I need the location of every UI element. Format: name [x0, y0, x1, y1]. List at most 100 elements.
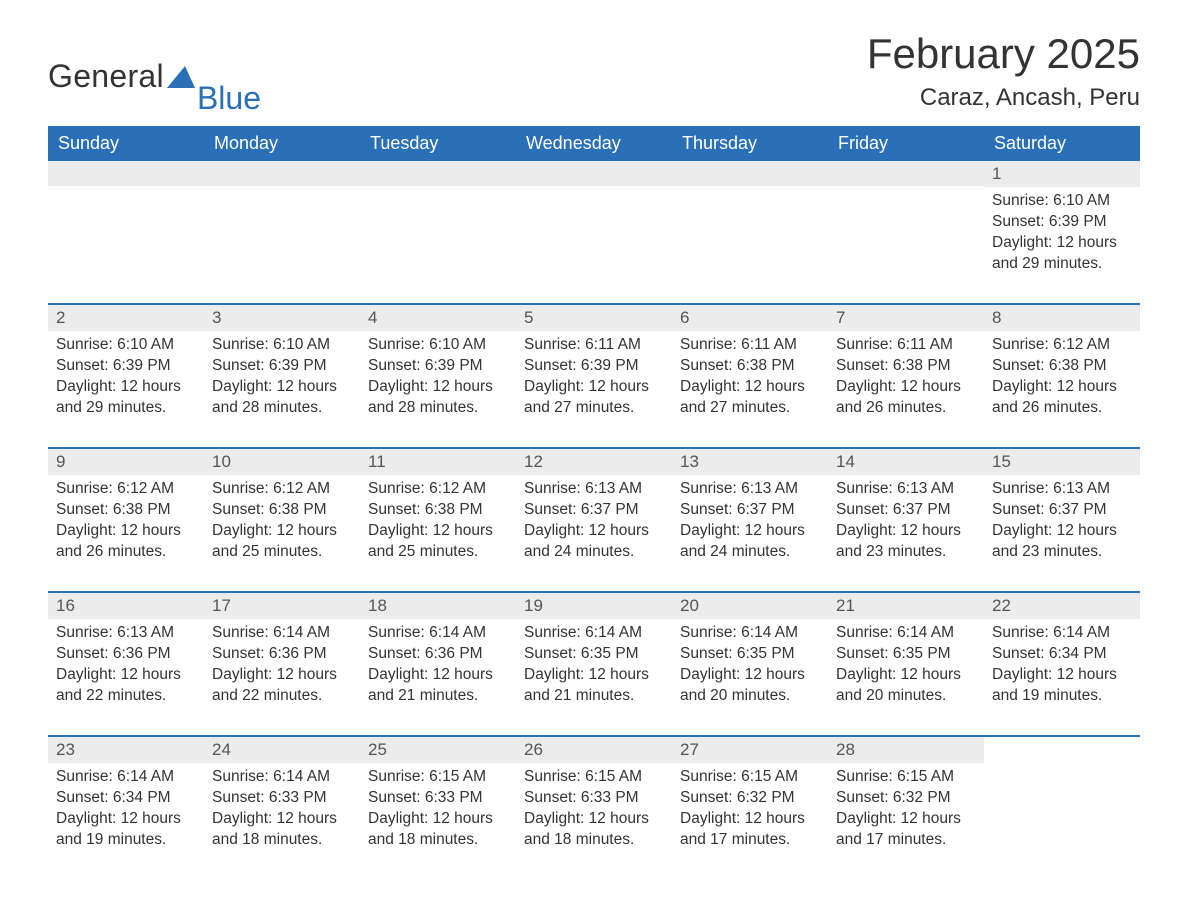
daylight-line: Daylight: 12 hours and 19 minutes.	[992, 665, 1132, 707]
logo: General Blue	[48, 30, 261, 95]
day-cell: 7 Sunrise: 6:11 AMSunset: 6:38 PMDaylight…	[828, 305, 984, 433]
day-details: Sunrise: 6:10 AMSunset: 6:39 PMDaylight:…	[212, 335, 352, 419]
sunset-line: Sunset: 6:35 PM	[836, 644, 976, 665]
day-details: Sunrise: 6:11 AMSunset: 6:38 PMDaylight:…	[680, 335, 820, 419]
day-details: Sunrise: 6:12 AMSunset: 6:38 PMDaylight:…	[368, 479, 508, 563]
day-details: Sunrise: 6:12 AMSunset: 6:38 PMDaylight:…	[212, 479, 352, 563]
day-details: Sunrise: 6:14 AMSunset: 6:35 PMDaylight:…	[836, 623, 976, 707]
daylight-line: Daylight: 12 hours and 18 minutes.	[368, 809, 508, 851]
sunset-line: Sunset: 6:33 PM	[524, 788, 664, 809]
sunset-line: Sunset: 6:37 PM	[680, 500, 820, 521]
day-cell: 23Sunrise: 6:14 AMSunset: 6:34 PMDayligh…	[48, 737, 204, 865]
day-cell: 21Sunrise: 6:14 AMSunset: 6:35 PMDayligh…	[828, 593, 984, 721]
sunrise-line: Sunrise: 6:13 AM	[680, 479, 820, 500]
sunrise-line: Sunrise: 6:14 AM	[212, 767, 352, 788]
day-details: Sunrise: 6:10 AMSunset: 6:39 PMDaylight:…	[992, 191, 1132, 275]
daylight-line: Daylight: 12 hours and 18 minutes.	[212, 809, 352, 851]
sunrise-line: Sunrise: 6:15 AM	[524, 767, 664, 788]
sunset-line: Sunset: 6:38 PM	[368, 500, 508, 521]
sunset-line: Sunset: 6:37 PM	[836, 500, 976, 521]
day-details: Sunrise: 6:15 AMSunset: 6:32 PMDaylight:…	[680, 767, 820, 851]
daylight-line: Daylight: 12 hours and 20 minutes.	[680, 665, 820, 707]
weekday-header-cell: Sunday	[48, 126, 204, 161]
weekday-header-cell: Friday	[828, 126, 984, 161]
day-cell: 8Sunrise: 6:12 AMSunset: 6:38 PMDaylight…	[984, 305, 1140, 433]
sunset-line: Sunset: 6:37 PM	[992, 500, 1132, 521]
day-details: Sunrise: 6:14 AMSunset: 6:33 PMDaylight:…	[212, 767, 352, 851]
daylight-line: Daylight: 12 hours and 22 minutes.	[212, 665, 352, 707]
daylight-line: Daylight: 12 hours and 21 minutes.	[524, 665, 664, 707]
daylight-line: Daylight: 12 hours and 24 minutes.	[680, 521, 820, 563]
day-number: 7	[828, 305, 984, 331]
sunrise-line: Sunrise: 6:14 AM	[56, 767, 196, 788]
day-number: 4	[360, 305, 516, 331]
day-details: Sunrise: 6:14 AMSunset: 6:36 PMDaylight:…	[368, 623, 508, 707]
logo-part2: Blue	[197, 80, 261, 117]
sunset-line: Sunset: 6:39 PM	[368, 356, 508, 377]
daylight-line: Daylight: 12 hours and 27 minutes.	[524, 377, 664, 419]
day-cell: 2 Sunrise: 6:10 AMSunset: 6:39 PMDaylight…	[48, 305, 204, 433]
day-cell: 6Sunrise: 6:11 AMSunset: 6:38 PMDaylight…	[672, 305, 828, 433]
day-cell: 24Sunrise: 6:14 AMSunset: 6:33 PMDayligh…	[204, 737, 360, 865]
sunrise-line: Sunrise: 6:10 AM	[992, 191, 1132, 212]
sunrise-line: Sunrise: 6:10 AM	[368, 335, 508, 356]
sunrise-line: Sunrise: 6:10 AM	[212, 335, 352, 356]
day-cell: 20Sunrise: 6:14 AMSunset: 6:35 PMDayligh…	[672, 593, 828, 721]
daylight-line: Daylight: 12 hours and 28 minutes.	[368, 377, 508, 419]
day-cell	[984, 737, 1140, 865]
day-cell	[672, 161, 828, 289]
day-cell: 27Sunrise: 6:15 AMSunset: 6:32 PMDayligh…	[672, 737, 828, 865]
day-details: Sunrise: 6:11 AMSunset: 6:38 PMDaylight:…	[836, 335, 976, 419]
sunrise-line: Sunrise: 6:13 AM	[524, 479, 664, 500]
day-cell: 19Sunrise: 6:14 AMSunset: 6:35 PMDayligh…	[516, 593, 672, 721]
empty-day-bar	[48, 161, 204, 186]
day-cell	[516, 161, 672, 289]
day-cell: 10 Sunrise: 6:12 AMSunset: 6:38 PMDayligh…	[204, 449, 360, 577]
sunset-line: Sunset: 6:39 PM	[524, 356, 664, 377]
week-row: 16Sunrise: 6:13 AMSunset: 6:36 PMDayligh…	[48, 591, 1140, 721]
daylight-line: Daylight: 12 hours and 17 minutes.	[836, 809, 976, 851]
sunrise-line: Sunrise: 6:14 AM	[368, 623, 508, 644]
sunrise-line: Sunrise: 6:10 AM	[56, 335, 196, 356]
sunrise-line: Sunrise: 6:13 AM	[836, 479, 976, 500]
day-details: Sunrise: 6:15 AMSunset: 6:33 PMDaylight:…	[368, 767, 508, 851]
day-number: 15	[984, 449, 1140, 475]
day-details: Sunrise: 6:13 AMSunset: 6:37 PMDaylight:…	[524, 479, 664, 563]
sunrise-line: Sunrise: 6:14 AM	[524, 623, 664, 644]
daylight-line: Daylight: 12 hours and 29 minutes.	[56, 377, 196, 419]
daylight-line: Daylight: 12 hours and 23 minutes.	[992, 521, 1132, 563]
day-number: 2	[48, 305, 204, 331]
day-number: 5	[516, 305, 672, 331]
day-details: Sunrise: 6:13 AMSunset: 6:37 PMDaylight:…	[680, 479, 820, 563]
day-details: Sunrise: 6:14 AMSunset: 6:35 PMDaylight:…	[524, 623, 664, 707]
day-cell: 18Sunrise: 6:14 AMSunset: 6:36 PMDayligh…	[360, 593, 516, 721]
sunrise-line: Sunrise: 6:13 AM	[56, 623, 196, 644]
daylight-line: Daylight: 12 hours and 17 minutes.	[680, 809, 820, 851]
day-cell	[828, 161, 984, 289]
weekday-header-cell: Thursday	[672, 126, 828, 161]
day-number: 9	[48, 449, 204, 475]
sunset-line: Sunset: 6:34 PM	[992, 644, 1132, 665]
sunrise-line: Sunrise: 6:12 AM	[56, 479, 196, 500]
day-number: 10	[204, 449, 360, 475]
sunset-line: Sunset: 6:37 PM	[524, 500, 664, 521]
day-cell: 4 Sunrise: 6:10 AMSunset: 6:39 PMDaylight…	[360, 305, 516, 433]
sunset-line: Sunset: 6:38 PM	[992, 356, 1132, 377]
week-row: 2Sunrise: 6:10 AMSunset: 6:39 PMDaylight…	[48, 303, 1140, 433]
day-number: 11	[360, 449, 516, 475]
daylight-line: Daylight: 12 hours and 23 minutes.	[836, 521, 976, 563]
sunset-line: Sunset: 6:34 PM	[56, 788, 196, 809]
day-details: Sunrise: 6:14 AMSunset: 6:34 PMDaylight:…	[56, 767, 196, 851]
day-details: Sunrise: 6:14 AMSunset: 6:34 PMDaylight:…	[992, 623, 1132, 707]
day-number: 26	[516, 737, 672, 763]
day-details: Sunrise: 6:15 AMSunset: 6:33 PMDaylight:…	[524, 767, 664, 851]
empty-day-bar	[672, 161, 828, 186]
daylight-line: Daylight: 12 hours and 26 minutes.	[836, 377, 976, 419]
day-cell: 11 Sunrise: 6:12 AMSunset: 6:38 PMDayligh…	[360, 449, 516, 577]
sunrise-line: Sunrise: 6:12 AM	[992, 335, 1132, 356]
sunset-line: Sunset: 6:39 PM	[56, 356, 196, 377]
daylight-line: Daylight: 12 hours and 26 minutes.	[56, 521, 196, 563]
day-details: Sunrise: 6:13 AMSunset: 6:37 PMDaylight:…	[992, 479, 1132, 563]
sunset-line: Sunset: 6:39 PM	[992, 212, 1132, 233]
day-cell	[360, 161, 516, 289]
